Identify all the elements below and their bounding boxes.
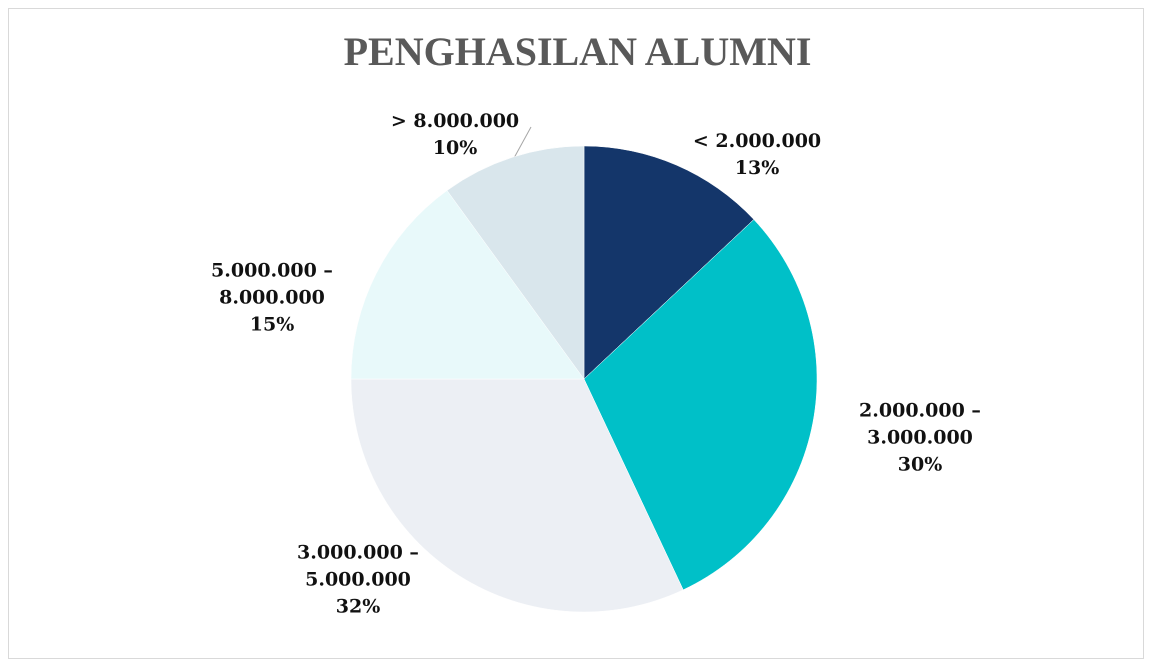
- value-label: 10%: [432, 137, 478, 159]
- value-label: 15%: [249, 313, 295, 336]
- pie-slice: [583, 145, 755, 380]
- data-label: 3.000.000 – 5.000.000 32%: [273, 540, 443, 621]
- pie-slice: [350, 378, 684, 613]
- category-label: > 8.000.000: [390, 110, 520, 132]
- pie-slice: [350, 190, 585, 380]
- data-label: < 2.000.000 13%: [672, 128, 842, 182]
- category-label: 5.000.000 – 8.000.000: [211, 259, 333, 309]
- value-label: 30%: [897, 453, 943, 476]
- chart-frame: [8, 8, 1144, 659]
- category-label: 3.000.000 – 5.000.000: [297, 541, 419, 591]
- pie-slice: [446, 145, 585, 380]
- value-label: 13%: [734, 157, 780, 179]
- category-label: 2.000.000 – 3.000.000: [859, 399, 981, 449]
- data-label: 2.000.000 – 3.000.000 30%: [835, 398, 1005, 479]
- category-label: < 2.000.000: [692, 130, 822, 152]
- data-label: 5.000.000 – 8.000.000 15%: [187, 258, 357, 339]
- data-label: > 8.000.000 10%: [370, 108, 540, 162]
- leader-line: [513, 126, 532, 159]
- pie-slice: [583, 219, 818, 591]
- chart-title: PENGHASILAN ALUMNI: [343, 29, 812, 74]
- value-label: 32%: [335, 595, 381, 618]
